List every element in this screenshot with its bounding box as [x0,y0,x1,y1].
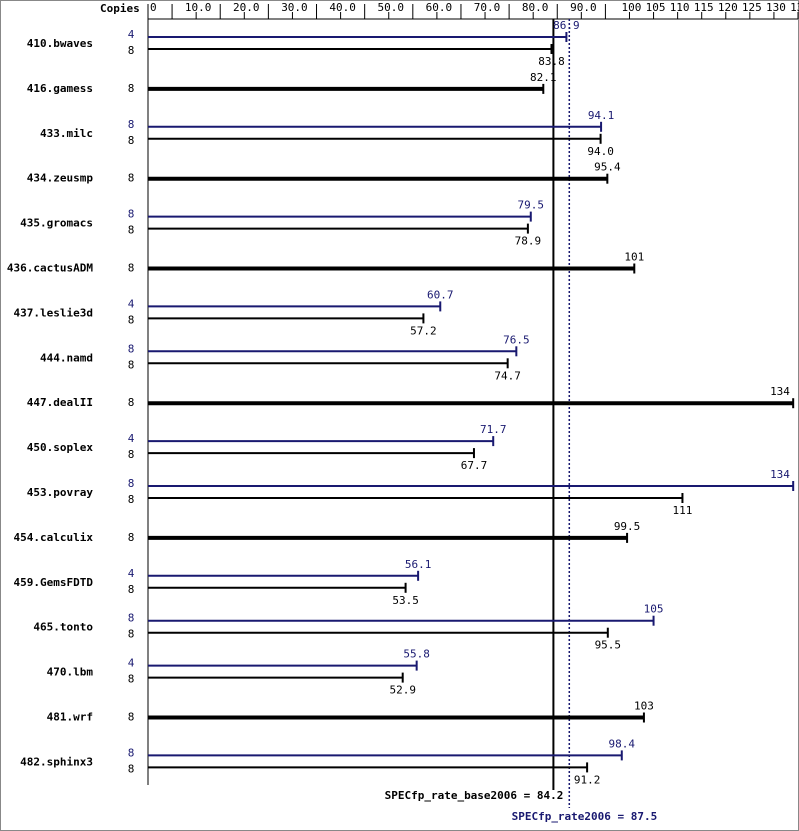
copies-label: 8 [128,493,135,506]
copies-label: 8 [128,44,135,57]
copies-label: 8 [128,762,135,775]
benchmark-label: 470.lbm [47,666,94,679]
x-tick-label: 70.0 [474,1,501,14]
benchmark-label: 410.bwaves [27,37,93,50]
benchmark-label: 453.povray [27,486,94,499]
x-tick-label: 100 [622,1,642,14]
x-tick-label: 60.0 [426,1,453,14]
copies-label: 8 [128,711,135,724]
x-tick-label: 20.0 [233,1,260,14]
copies-label: 8 [128,172,135,185]
copies-label: 4 [128,297,135,310]
x-tick-label: 115 [694,1,714,14]
copies-label: 8 [128,358,135,371]
value-label: 91.2 [574,773,601,786]
benchmark-label: 447.dealII [27,396,93,409]
copies-label: 8 [128,673,135,686]
x-tick-label: 50.0 [377,1,404,14]
benchmark-label: 465.tonto [33,621,93,634]
copies-label: 8 [128,746,135,759]
value-label: 79.5 [518,199,545,212]
value-label: 86.9 [553,19,580,32]
benchmark-label: 433.milc [40,127,93,140]
x-tick-label: 40.0 [329,1,356,14]
x-tick-label: 10.0 [185,1,212,14]
copies-label: 8 [128,531,135,544]
benchmark-label: 450.soplex [27,441,94,454]
x-tick-label: 105 [646,1,666,14]
x-tick-label: 130 [766,1,786,14]
value-label: 67.7 [461,459,488,472]
x-tick-label: 135 [790,1,799,14]
copies-label: 4 [128,567,135,580]
copies-label: 8 [128,612,135,625]
value-label: 82.1 [530,71,557,84]
copies-label: 8 [128,477,135,490]
benchmark-label: 482.sphinx3 [20,755,93,768]
x-tick-label: 0 [150,1,157,14]
value-label: 134 [770,385,790,398]
value-label: 103 [634,700,654,713]
copies-label: 8 [128,82,135,95]
copies-label: 8 [128,313,135,326]
copies-label: 4 [128,28,135,41]
copies-label: 8 [128,342,135,355]
value-label: 101 [624,251,644,264]
value-label: 111 [673,504,693,517]
benchmark-label: 436.cactusADM [7,262,93,275]
benchmark-label: 444.namd [40,351,93,364]
copies-label: 8 [128,262,135,275]
value-label: 53.5 [392,594,419,607]
value-label: 52.9 [389,684,416,697]
value-label: 105 [644,603,664,616]
copies-label: 8 [128,628,135,641]
value-label: 99.5 [614,520,641,533]
x-tick-label: 30.0 [281,1,308,14]
value-label: 95.5 [595,639,622,652]
value-label: 55.8 [403,648,430,661]
copies-label: 8 [128,118,135,131]
summary-label: SPECfp_rate_base2006 = 84.2 [385,789,564,802]
value-label: 95.4 [594,161,621,174]
summary-label: SPECfp_rate2006 = 87.5 [512,810,658,823]
value-label: 56.1 [405,558,432,571]
x-tick-label: 80.0 [522,1,549,14]
x-tick-label: 125 [742,1,762,14]
copies-header: Copies [100,2,140,15]
x-tick-label: 90.0 [570,1,597,14]
benchmark-label: 434.zeusmp [27,172,94,185]
copies-label: 8 [128,134,135,147]
value-label: 83.8 [538,55,565,68]
benchmark-label: 437.leslie3d [14,306,93,319]
copies-label: 4 [128,657,135,670]
x-tick-label: 110 [670,1,690,14]
copies-label: 8 [128,224,135,237]
copies-label: 8 [128,396,135,409]
value-label: 74.7 [494,369,521,382]
value-label: 78.9 [515,235,542,248]
value-label: 71.7 [480,423,507,436]
x-tick-label: 120 [718,1,738,14]
benchmark-label: 459.GemsFDTD [14,576,94,589]
copies-label: 4 [128,432,135,445]
copies-label: 8 [128,208,135,221]
value-label: 94.1 [588,109,615,122]
benchmark-label: 416.gamess [27,82,93,95]
copies-label: 8 [128,448,135,461]
value-label: 98.4 [609,737,636,750]
value-label: 76.5 [503,333,530,346]
benchmark-label: 481.wrf [47,711,93,724]
value-label: 60.7 [427,288,454,301]
benchmark-label: 435.gromacs [20,217,93,230]
value-label: 94.0 [587,145,614,158]
value-label: 134 [770,468,790,481]
benchmark-label: 454.calculix [14,531,94,544]
copies-label: 8 [128,583,135,596]
value-label: 57.2 [410,324,437,337]
